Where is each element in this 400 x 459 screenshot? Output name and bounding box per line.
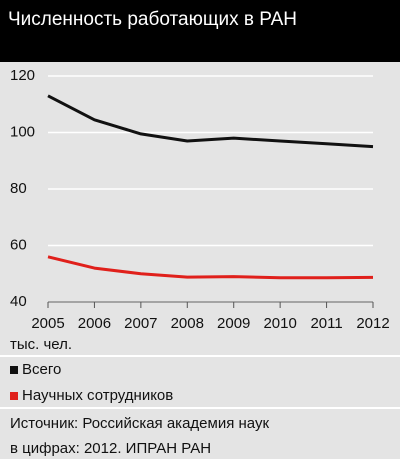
series-line xyxy=(47,94,374,149)
unit-label: тыс. чел. xyxy=(10,336,72,353)
x-tick-label: 2010 xyxy=(263,315,296,332)
header xyxy=(0,0,400,62)
x-tick-label: 2008 xyxy=(171,315,204,332)
x-tick-label: 2006 xyxy=(78,315,111,332)
series-line xyxy=(47,255,374,280)
legend-label: Научных сотрудников xyxy=(22,387,173,404)
x-tick-label: 2011 xyxy=(310,315,342,332)
x-tick-label: 2009 xyxy=(217,315,250,332)
y-tick-label: 120 xyxy=(10,67,35,84)
x-tick-label: 2007 xyxy=(124,315,157,332)
y-tick-label: 100 xyxy=(10,123,35,140)
y-tick-label: 40 xyxy=(10,293,27,310)
legend-label: Всего xyxy=(22,361,61,378)
chart-title: Численность работающих в РАН xyxy=(8,9,297,30)
x-tick-label: 2012 xyxy=(356,315,389,332)
legend-swatch xyxy=(10,366,18,374)
y-tick-label: 80 xyxy=(10,180,27,197)
source: в цифрах: 2012. ИПРАН РАН xyxy=(10,440,211,457)
legend-swatch xyxy=(10,392,18,400)
x-tick-label: 2005 xyxy=(31,315,64,332)
y-tick-label: 60 xyxy=(10,236,27,253)
source: Источник: Российская академия наук xyxy=(10,415,269,432)
